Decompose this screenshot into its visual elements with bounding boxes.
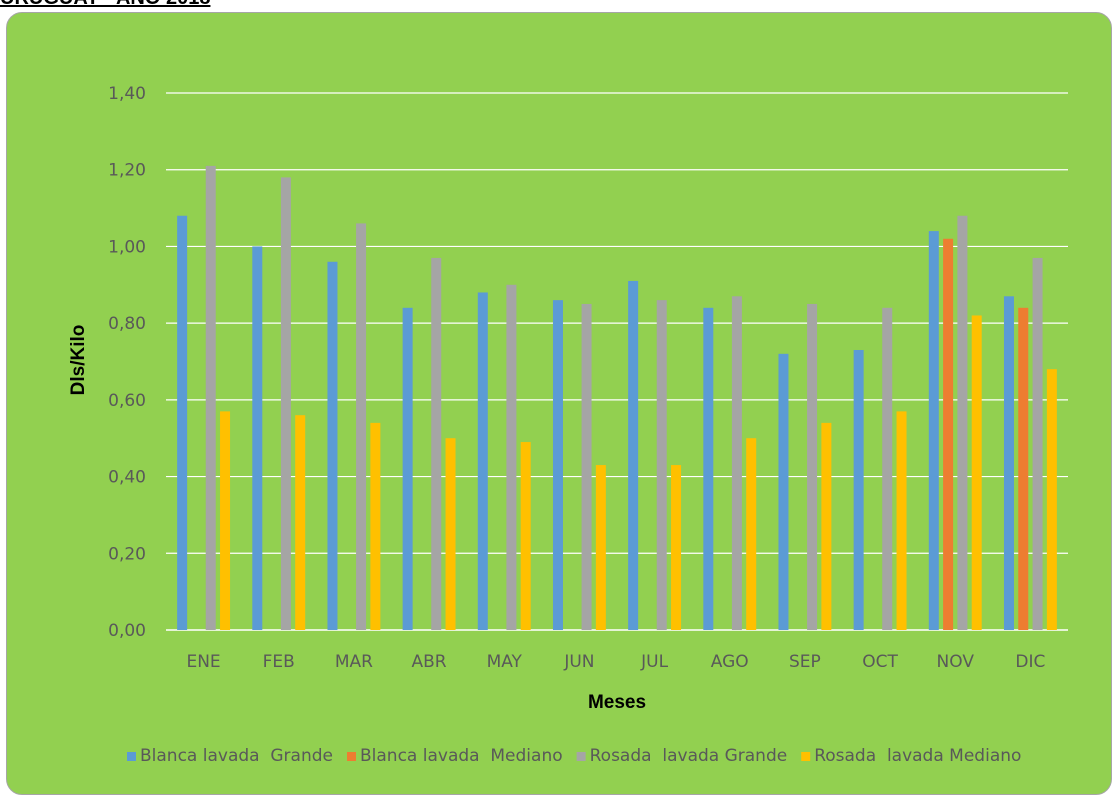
bar-nov-series-4 xyxy=(971,315,982,630)
x-tick-label: AGO xyxy=(711,652,749,672)
legend-label: Blanca lavada Mediano xyxy=(360,746,563,766)
bar-dic-series-3 xyxy=(1032,257,1043,630)
bar-nov-series-1 xyxy=(928,231,939,631)
legend: Blanca lavada Grande Blanca lavada Median… xyxy=(127,746,1021,766)
y-tick-label: 0,20 xyxy=(108,544,146,564)
bar-ene-series-1 xyxy=(177,215,188,630)
legend-label: Rosada lavada Grande xyxy=(590,746,788,766)
x-axis-title: Meses xyxy=(588,692,646,713)
bar-nov-series-2 xyxy=(943,238,954,630)
bar-oct-series-4 xyxy=(896,411,907,630)
y-axis-ticks: 0,00 0,20 0,40 0,60 0,80 1,00 1,20 1,40 xyxy=(108,84,146,641)
y-tick-label: 1,00 xyxy=(108,237,146,257)
bar-feb-series-1 xyxy=(252,246,263,630)
bar-ago-series-1 xyxy=(703,307,714,630)
y-tick-label: 1,20 xyxy=(108,161,146,181)
bar-abr-series-1 xyxy=(402,307,413,630)
bar-mar-series-1 xyxy=(327,261,338,630)
bar-ago-series-3 xyxy=(731,296,742,630)
x-tick-label: FEB xyxy=(263,652,295,672)
bar-sep-series-1 xyxy=(778,353,789,630)
bar-jul-series-3 xyxy=(656,300,667,630)
y-axis-title: Dls/Kilo xyxy=(68,325,89,396)
x-tick-label: SEP xyxy=(789,652,821,672)
x-tick-label: JUL xyxy=(640,652,668,672)
x-tick-label: MAR xyxy=(335,652,373,672)
x-axis-ticks: ENE FEB MAR ABR MAY JUN JUL AGO SEP OCT NOV DIC xyxy=(186,652,1045,672)
legend-swatch xyxy=(347,752,356,761)
bar-ene-series-3 xyxy=(205,165,216,630)
legend-item: Blanca lavada Mediano xyxy=(347,746,563,766)
bar-nov-series-3 xyxy=(957,215,968,630)
y-tick-label: 0,40 xyxy=(108,468,146,488)
bar-jun-series-3 xyxy=(581,303,592,630)
bar-dic-series-2 xyxy=(1018,307,1029,630)
legend-label: Rosada lavada Mediano xyxy=(814,746,1021,766)
bar-may-series-1 xyxy=(477,292,488,630)
bar-feb-series-3 xyxy=(280,177,291,630)
page-title: URUGUAY - AÑO 2018 xyxy=(0,0,210,10)
x-tick-label: NOV xyxy=(937,652,975,672)
gridlines xyxy=(166,92,1068,631)
legend-swatch xyxy=(127,752,136,761)
bar-ene-series-4 xyxy=(220,411,231,630)
bar-dic-series-4 xyxy=(1046,369,1057,630)
y-tick-label: 0,00 xyxy=(108,621,146,641)
legend-item: Rosada lavada Mediano xyxy=(801,746,1021,766)
x-tick-label: DIC xyxy=(1015,652,1045,672)
bar-jul-series-1 xyxy=(628,280,639,630)
legend-swatch xyxy=(576,752,586,761)
legend-item: Blanca lavada Grande xyxy=(127,746,333,766)
bar-mar-series-3 xyxy=(356,223,367,630)
bar-sep-series-3 xyxy=(807,303,818,630)
bar-sep-series-4 xyxy=(821,422,832,630)
bar-jun-series-4 xyxy=(595,465,606,630)
bar-may-series-3 xyxy=(506,284,517,630)
bar-jul-series-4 xyxy=(671,465,682,630)
bar-feb-series-4 xyxy=(295,415,306,630)
bar-abr-series-4 xyxy=(445,438,456,630)
x-tick-label: MAY xyxy=(487,652,523,672)
x-tick-label: JUN xyxy=(563,652,594,672)
bar-may-series-4 xyxy=(520,442,531,630)
y-tick-label: 0,60 xyxy=(108,391,146,411)
bar-ago-series-4 xyxy=(746,438,757,630)
bar-oct-series-3 xyxy=(882,307,893,630)
y-tick-label: 0,80 xyxy=(108,314,146,334)
bars xyxy=(177,165,1057,631)
bar-oct-series-1 xyxy=(853,349,864,630)
legend-label: Blanca lavada Grande xyxy=(140,746,333,766)
bar-dic-series-1 xyxy=(1003,296,1014,630)
legend-swatch xyxy=(801,752,811,761)
x-tick-label: ABR xyxy=(412,652,447,672)
bar-jun-series-1 xyxy=(552,300,563,630)
y-tick-label: 1,40 xyxy=(108,84,146,104)
legend-item: Rosada lavada Grande xyxy=(576,746,788,766)
x-tick-label: ENE xyxy=(186,652,220,672)
x-tick-label: OCT xyxy=(862,652,898,672)
bar-mar-series-4 xyxy=(370,422,381,630)
bar-abr-series-3 xyxy=(431,257,442,630)
